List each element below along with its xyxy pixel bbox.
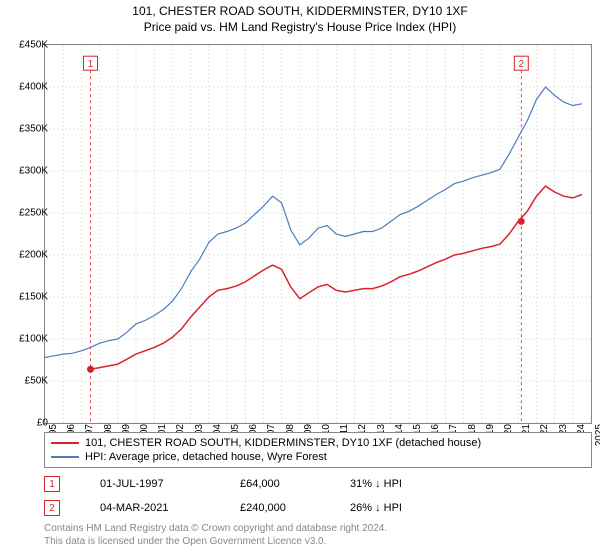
chart-container: 101, CHESTER ROAD SOUTH, KIDDERMINSTER, …	[0, 0, 600, 560]
title-line-2: Price paid vs. HM Land Registry's House …	[0, 20, 600, 36]
marker-diff-1: 31% ↓ HPI	[350, 478, 470, 490]
attribution-block: Contains HM Land Registry data © Crown c…	[44, 522, 592, 548]
svg-text:2: 2	[519, 59, 525, 70]
legend-row-hpi: HPI: Average price, detached house, Wyre…	[51, 450, 585, 464]
y-tick-label: £400K	[8, 82, 48, 93]
legend-box: 101, CHESTER ROAD SOUTH, KIDDERMINSTER, …	[44, 432, 592, 468]
legend-row-property: 101, CHESTER ROAD SOUTH, KIDDERMINSTER, …	[51, 436, 585, 450]
legend-label-property: 101, CHESTER ROAD SOUTH, KIDDERMINSTER, …	[85, 437, 481, 449]
y-tick-label: £250K	[8, 208, 48, 219]
marker-price-1: £64,000	[240, 478, 310, 490]
x-tick-label: 2025	[594, 424, 600, 454]
y-tick-label: £200K	[8, 250, 48, 261]
y-tick-label: £100K	[8, 334, 48, 345]
title-block: 101, CHESTER ROAD SOUTH, KIDDERMINSTER, …	[0, 0, 600, 35]
marker-price-2: £240,000	[240, 502, 310, 514]
plot-region: 12	[44, 44, 592, 424]
legend-swatch-hpi	[51, 456, 79, 458]
svg-text:1: 1	[88, 59, 94, 70]
marker-date-2: 04-MAR-2021	[100, 502, 200, 514]
marker-num-2: 2	[49, 503, 55, 514]
plot-svg: 12	[45, 45, 591, 423]
y-tick-label: £350K	[8, 124, 48, 135]
markers-table: 1 01-JUL-1997 £64,000 31% ↓ HPI 2 04-MAR…	[44, 472, 592, 520]
y-tick-label: £50K	[8, 376, 48, 387]
legend-swatch-property	[51, 442, 79, 444]
marker-row-2: 2 04-MAR-2021 £240,000 26% ↓ HPI	[44, 496, 592, 520]
marker-num-1: 1	[49, 479, 55, 490]
y-tick-label: £0	[8, 418, 48, 429]
title-line-1: 101, CHESTER ROAD SOUTH, KIDDERMINSTER, …	[0, 4, 600, 20]
marker-diff-2: 26% ↓ HPI	[350, 502, 470, 514]
marker-badge-1: 1	[44, 476, 60, 492]
y-tick-label: £450K	[8, 40, 48, 51]
chart-area: 12	[44, 44, 592, 424]
attribution-line-1: Contains HM Land Registry data © Crown c…	[44, 522, 592, 535]
y-tick-label: £150K	[8, 292, 48, 303]
marker-badge-2: 2	[44, 500, 60, 516]
marker-date-1: 01-JUL-1997	[100, 478, 200, 490]
attribution-line-2: This data is licensed under the Open Gov…	[44, 535, 592, 548]
marker-row-1: 1 01-JUL-1997 £64,000 31% ↓ HPI	[44, 472, 592, 496]
y-tick-label: £300K	[8, 166, 48, 177]
legend-label-hpi: HPI: Average price, detached house, Wyre…	[85, 451, 327, 463]
